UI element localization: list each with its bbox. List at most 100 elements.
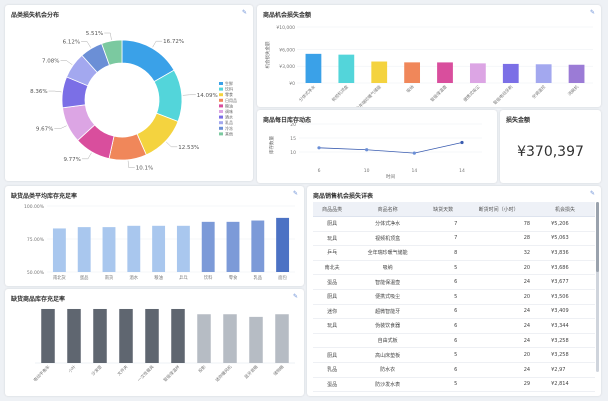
bar: [77, 227, 91, 272]
donut-data-label: 7.08%: [42, 59, 59, 65]
x-tick-label: 小叶: [67, 363, 78, 374]
table-column-header[interactable]: 缺货天数: [424, 202, 463, 217]
scroll-thumb[interactable]: [596, 202, 599, 272]
table-column-header[interactable]: 商品品类: [313, 202, 352, 217]
x-tick-label: 一次性餐具: [136, 363, 156, 383]
x-tick-label: 洗碗机: [566, 83, 580, 97]
x-tick-label: 南货: [105, 274, 114, 281]
table-cell: 玩具: [313, 231, 352, 247]
x-tick-label: 蓝牙音箱: [243, 363, 260, 380]
edit-icon[interactable]: ✎: [241, 9, 247, 16]
table-cell: 6: [424, 304, 463, 320]
table-row[interactable]: 乒乓 全年瑞珍暖气储能 8 32 ¥3,836: [313, 245, 595, 261]
donut-data-label: 9.77%: [63, 157, 80, 163]
donut-chart: 16.72% 14.09% 12.53% 10.1% 9.77% 9.67% 8.36% 7.…: [30, 31, 237, 172]
kpi-panel: 损失金额 ¥370,397: [500, 110, 601, 183]
edit-icon[interactable]: ✎: [589, 190, 595, 197]
kpi-value: ¥370,397: [517, 144, 584, 160]
y-tick-label: 10: [290, 150, 296, 156]
table-row[interactable]: 玩具 视频机顶盒 7 28 ¥5,063: [313, 231, 595, 247]
table-row[interactable]: 自由式板 6 24 ¥3,258: [313, 333, 595, 349]
table-cell: 自由式板: [351, 333, 425, 349]
table-cell: 7: [424, 231, 463, 247]
table-scrollbar[interactable]: [596, 202, 599, 372]
table-row[interactable]: 蛋品 智能保温壶 6 24 ¥3,677: [313, 274, 595, 290]
y-tick-label: ¥0: [289, 81, 295, 87]
x-axis-label: 时间: [386, 173, 395, 180]
table-column-header[interactable]: 机会损失: [535, 202, 595, 217]
legend-swatch: [219, 121, 223, 125]
kpi-title: 损失金额: [506, 117, 531, 124]
bar: [469, 63, 486, 83]
table-row[interactable]: 玩具 伪装饮食器 6 24 ¥3,344: [313, 318, 595, 334]
x-tick-label: 沙发垫: [90, 363, 104, 377]
table-cell: 24: [462, 333, 536, 349]
donut-title: 品类损失机会分布: [11, 12, 60, 19]
loss-bar-title: 商品机会损失金额: [263, 12, 312, 19]
legend-label: 粮油: [225, 102, 233, 108]
y-tick-label: 75.00%: [27, 237, 45, 243]
table-header: 商品品类 商品名称 缺货天数 断货时间（小时） 机会损失: [313, 202, 595, 217]
table-cell: [313, 333, 352, 349]
x-tick-label: 零食: [229, 274, 238, 281]
donut-leader-line: [60, 60, 73, 65]
table-cell: 玩具: [313, 318, 352, 334]
table-cell: 蛋品: [313, 377, 352, 393]
bar: [249, 316, 263, 363]
bar: [171, 308, 185, 363]
bar: [276, 217, 290, 272]
table-row[interactable]: 蛋品 防沙发水表 5 29 ¥2,814: [313, 377, 595, 393]
table-row[interactable]: 厨具 便携式吸尘 5 20 ¥3,506: [313, 289, 595, 305]
donut-data-label: 10.1%: [136, 166, 153, 172]
x-tick-label: 6: [318, 168, 321, 174]
donut-slice: [101, 39, 123, 66]
table-cell: 视频机顶盒: [351, 231, 425, 247]
loss-detail-table: 商品品类 商品名称 缺货天数 断货时间（小时） 机会损失 厨具 分体式净水 7 78 ¥5,20…: [313, 202, 595, 393]
table-row[interactable]: 乳品 防水衣 6 24 ¥2,97: [313, 362, 595, 378]
series-line: [318, 142, 463, 154]
table-column-header[interactable]: 商品名称: [351, 202, 425, 217]
edit-icon[interactable]: ✎: [292, 293, 298, 300]
table-title: 商品销售机会损失详表: [313, 193, 374, 200]
bar: [437, 62, 453, 83]
table-cell: 伪装饮食器: [351, 318, 425, 334]
table-cell: 分体式净水: [351, 216, 425, 232]
table-row[interactable]: 厨具 分体式净水 7 78 ¥5,206: [313, 216, 595, 232]
line-title: 商品每日库存动态: [263, 117, 312, 124]
legend-label: 零食: [225, 91, 233, 97]
donut-data-label: 6.12%: [63, 40, 80, 46]
legend-swatch: [219, 104, 223, 108]
table-row[interactable]: 厨具 高山床垫板 5 20 ¥3,258: [313, 347, 595, 363]
data-point: [460, 140, 464, 145]
x-tick-label: 投影: [197, 363, 208, 374]
table-cell: 超微智能牙: [351, 304, 425, 320]
table-cell: 32: [462, 245, 536, 261]
table-cell: ¥3,258: [535, 333, 595, 349]
legend-swatch: [219, 110, 223, 113]
x-tick-label: 智能电动牙刷: [491, 83, 514, 106]
table-row[interactable]: 迷你 超微智能牙 6 24 ¥3,409: [313, 304, 595, 320]
legend-label: 日用品: [225, 98, 237, 103]
edit-icon[interactable]: ✎: [589, 9, 595, 16]
bar: [502, 63, 519, 83]
table-cell: 5: [424, 347, 463, 363]
table-cell: 智能保温壶: [351, 274, 425, 290]
table-cell: 28: [462, 231, 536, 247]
table-column-header[interactable]: 断货时间（小时）: [462, 202, 536, 217]
table-cell: 蛋品: [313, 274, 352, 290]
table-cell: 防水衣: [351, 362, 425, 378]
donut-leader-line: [81, 152, 92, 160]
x-tick-label: 面包: [278, 274, 287, 281]
edit-icon[interactable]: ✎: [292, 190, 298, 197]
bar: [145, 308, 159, 363]
adequacy-chart: 电动平衡车 小叶 沙发垫 文件夹 一次性餐具 智能保温杯 投影 迷你暖风机 蓝牙音箱 储物箱: [32, 308, 295, 383]
table-cell: 78: [462, 216, 536, 232]
donut-data-label: 12.53%: [178, 145, 199, 151]
y-tick-label: ¥3,000: [279, 64, 295, 70]
table-cell: 便携式吸尘: [351, 289, 425, 305]
table-cell: ¥3,836: [535, 245, 595, 261]
table-cell: 6: [424, 333, 463, 349]
data-point: [365, 148, 369, 152]
table-row[interactable]: 南北夫 吸纳 5 20 ¥3,686: [313, 260, 595, 276]
